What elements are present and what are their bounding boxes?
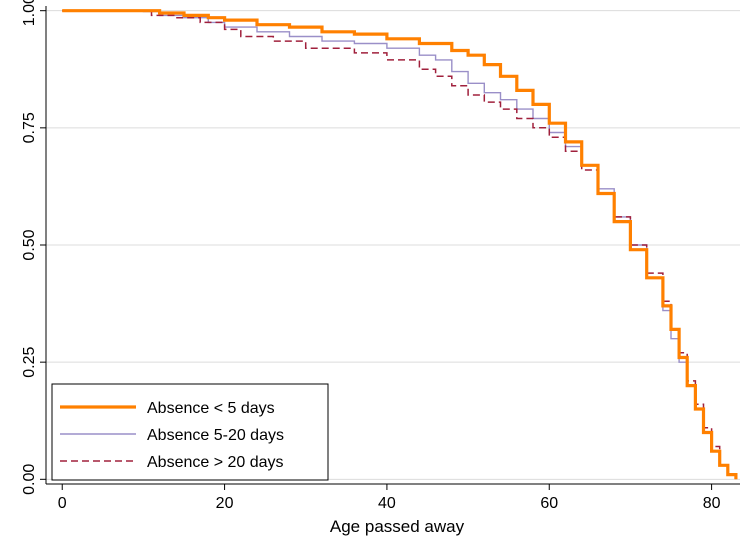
x-tick-label-4: 80 xyxy=(703,495,721,512)
gridlines xyxy=(46,10,740,480)
legend-label-0: Absence < 5 days xyxy=(147,400,275,417)
x-tick-label-2: 40 xyxy=(378,495,396,512)
x-tick-label-1: 20 xyxy=(216,495,234,512)
x-tick-label-3: 60 xyxy=(540,495,558,512)
y-tick-label-1: 0.25 xyxy=(21,346,38,377)
y-tick-label-3: 0.75 xyxy=(21,112,38,143)
series-line-0 xyxy=(62,9,738,480)
survival-curves xyxy=(62,9,738,480)
legend: Absence < 5 days Absence 5-20 days Absence… xyxy=(51,383,329,481)
y-tick-label-4: 1.00 xyxy=(21,0,38,26)
legend-label-1: Absence 5-20 days xyxy=(147,427,284,444)
y-tick-label-2: 0.50 xyxy=(21,229,38,260)
x-axis-title: Age passed away xyxy=(330,517,465,536)
series-line-2 xyxy=(62,9,737,480)
axes: 0.00 0.25 0.50 0.75 1.00 0 20 40 60 80 xyxy=(21,0,740,512)
legend-label-2: Absence > 20 days xyxy=(147,454,284,471)
legend-box xyxy=(51,383,329,481)
x-tick-label-0: 0 xyxy=(58,495,67,512)
y-tick-label-0: 0.00 xyxy=(21,464,38,495)
